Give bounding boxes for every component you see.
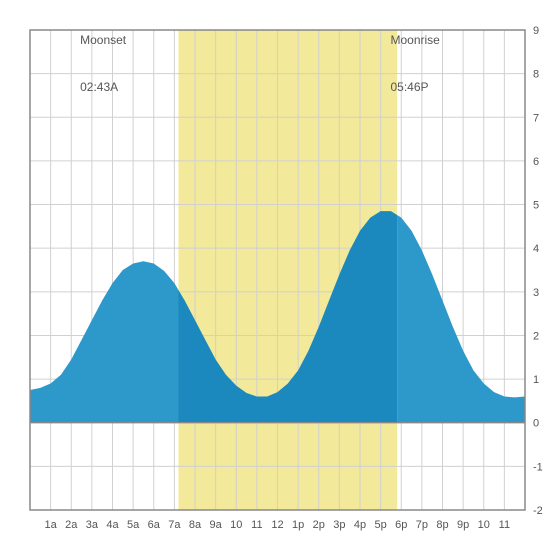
svg-text:4a: 4a [106,519,119,531]
moonrise-annotation: Moonrise 05:46P [391,2,440,127]
tide-chart: -2-101234567891a2a3a4a5a6a7a8a9a1011121p… [0,0,550,550]
moonset-label: Moonset [80,33,126,49]
svg-text:1p: 1p [292,519,304,531]
svg-text:0: 0 [533,418,539,430]
svg-text:11: 11 [251,519,262,531]
svg-text:10: 10 [478,519,490,531]
svg-text:6: 6 [533,156,539,168]
svg-text:7: 7 [533,112,539,124]
svg-text:7p: 7p [416,519,428,531]
svg-text:8: 8 [533,69,539,81]
svg-text:12: 12 [271,519,283,531]
svg-text:7a: 7a [168,519,181,531]
svg-text:10: 10 [230,519,242,531]
svg-text:5p: 5p [375,519,387,531]
moonrise-time: 05:46P [391,80,440,96]
svg-text:9p: 9p [457,519,469,531]
svg-text:2p: 2p [313,519,325,531]
svg-text:3: 3 [533,287,539,299]
svg-text:5: 5 [533,200,539,212]
moonset-time: 02:43A [80,80,126,96]
svg-text:-1: -1 [533,461,543,473]
svg-text:11: 11 [499,519,510,531]
svg-text:9a: 9a [210,519,223,531]
svg-text:3p: 3p [333,519,345,531]
svg-text:2a: 2a [65,519,78,531]
svg-text:2: 2 [533,330,539,342]
svg-text:3a: 3a [86,519,99,531]
svg-text:6p: 6p [395,519,407,531]
svg-text:-2: -2 [533,505,543,517]
svg-text:4: 4 [533,243,539,255]
svg-text:8p: 8p [436,519,448,531]
svg-text:5a: 5a [127,519,140,531]
moonrise-label: Moonrise [391,33,440,49]
svg-text:1a: 1a [45,519,58,531]
moonset-annotation: Moonset 02:43A [80,2,126,127]
svg-text:8a: 8a [189,519,202,531]
svg-text:1: 1 [533,374,539,386]
svg-text:9: 9 [533,25,539,37]
svg-text:6a: 6a [148,519,161,531]
svg-text:4p: 4p [354,519,366,531]
